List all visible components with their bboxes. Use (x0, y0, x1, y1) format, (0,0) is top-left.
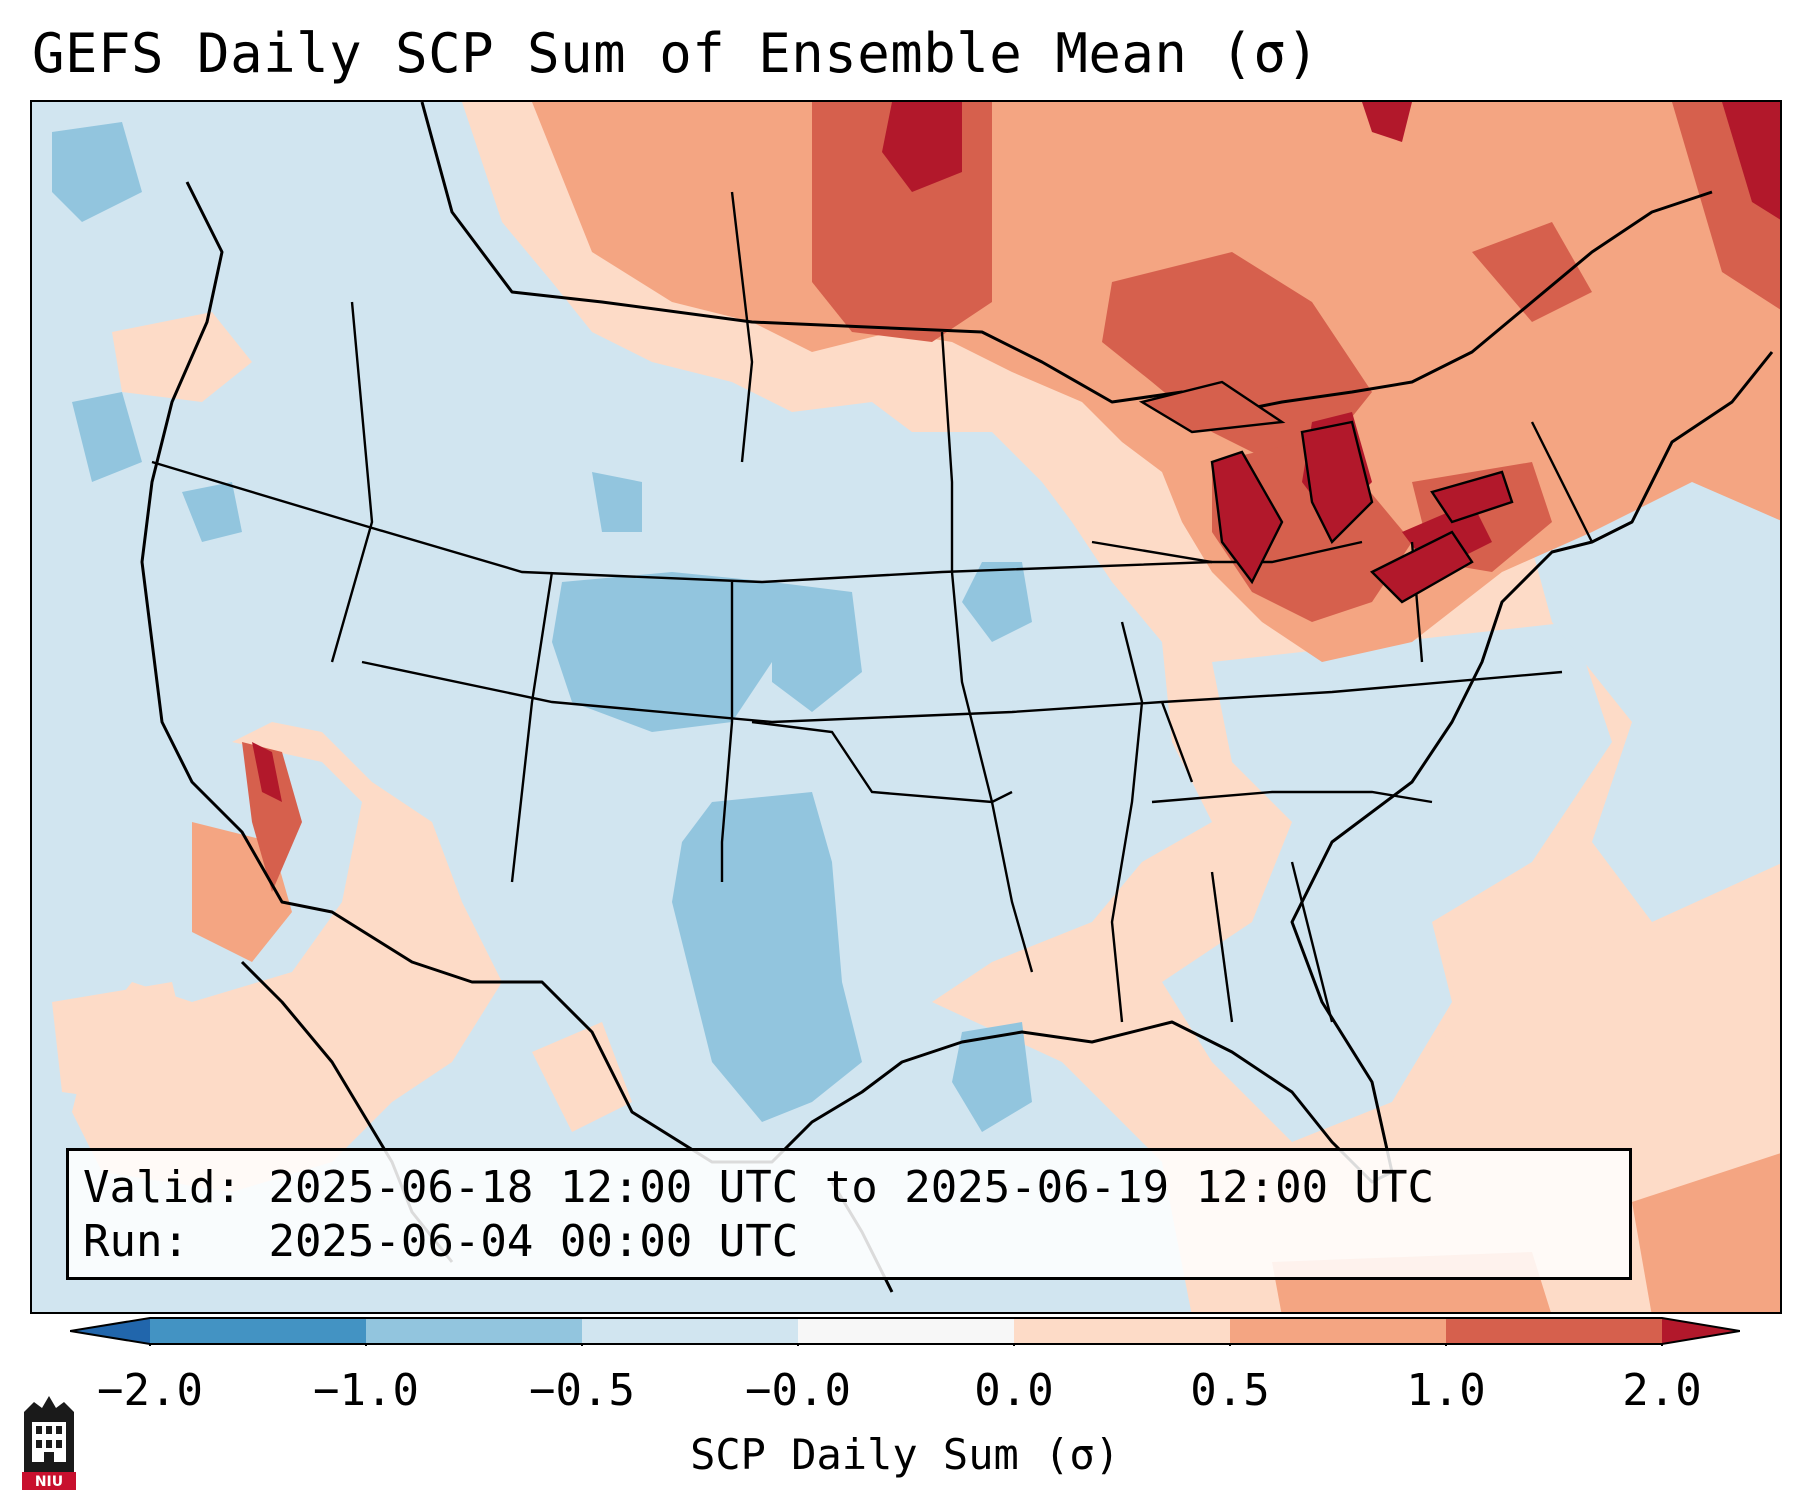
validity-info-box: Valid: 2025-06-18 12:00 UTC to 2025-06-1… (66, 1148, 1632, 1280)
colorbar-segment (1014, 1318, 1230, 1344)
colorbar-tick-label: 2.0 (1622, 1365, 1702, 1416)
colorbar-under-extension (70, 1318, 150, 1344)
niu-logo-icon: NIU (22, 1396, 76, 1490)
colorbar-label: SCP Daily Sum (σ) (690, 1430, 1120, 1479)
colorbar-tick-label: 0.5 (1190, 1365, 1270, 1416)
colorbar-over-extension (1662, 1318, 1740, 1344)
colorbar-segment (1446, 1318, 1662, 1344)
svg-text:NIU: NIU (35, 1474, 63, 1490)
colorbar-segment (150, 1318, 366, 1344)
colorbar-tick-label: −0.5 (529, 1365, 635, 1416)
map-panel[interactable] (30, 100, 1782, 1314)
colorbar-segment (798, 1318, 1014, 1344)
colorbar-tick-label: 1.0 (1406, 1365, 1486, 1416)
colorbar-segment (366, 1318, 582, 1344)
figure-title: GEFS Daily SCP Sum of Ensemble Mean (σ) (32, 22, 1320, 85)
colorbar-tick-label: −1.0 (313, 1365, 419, 1416)
valid-time-range: 2025-06-18 12:00 UTC to 2025-06-19 12:00… (268, 1162, 1435, 1213)
run-time: 2025-06-04 00:00 UTC (268, 1216, 799, 1267)
colorbar-tick-label: −2.0 (97, 1365, 203, 1416)
colorbar-segment (582, 1318, 798, 1344)
anomaly-neg-0.5-1.0-regions (52, 122, 1032, 1132)
lake-superior (1138, 380, 1286, 434)
colorbar (70, 1317, 1740, 1346)
great-lakes (1210, 420, 1514, 604)
colorbar-tick-label: −0.0 (745, 1365, 851, 1416)
run-label: Run: (83, 1216, 189, 1267)
valid-label: Valid: (83, 1162, 242, 1213)
anomaly-map (32, 102, 1780, 1312)
colorbar-segment (1230, 1318, 1446, 1344)
southeast-neutral-region (1162, 622, 1612, 1142)
colorbar-tick-label: 0.0 (974, 1365, 1054, 1416)
state-lines (151, 191, 1594, 1023)
anomaly-1.0-2.0-regions (242, 102, 1780, 892)
